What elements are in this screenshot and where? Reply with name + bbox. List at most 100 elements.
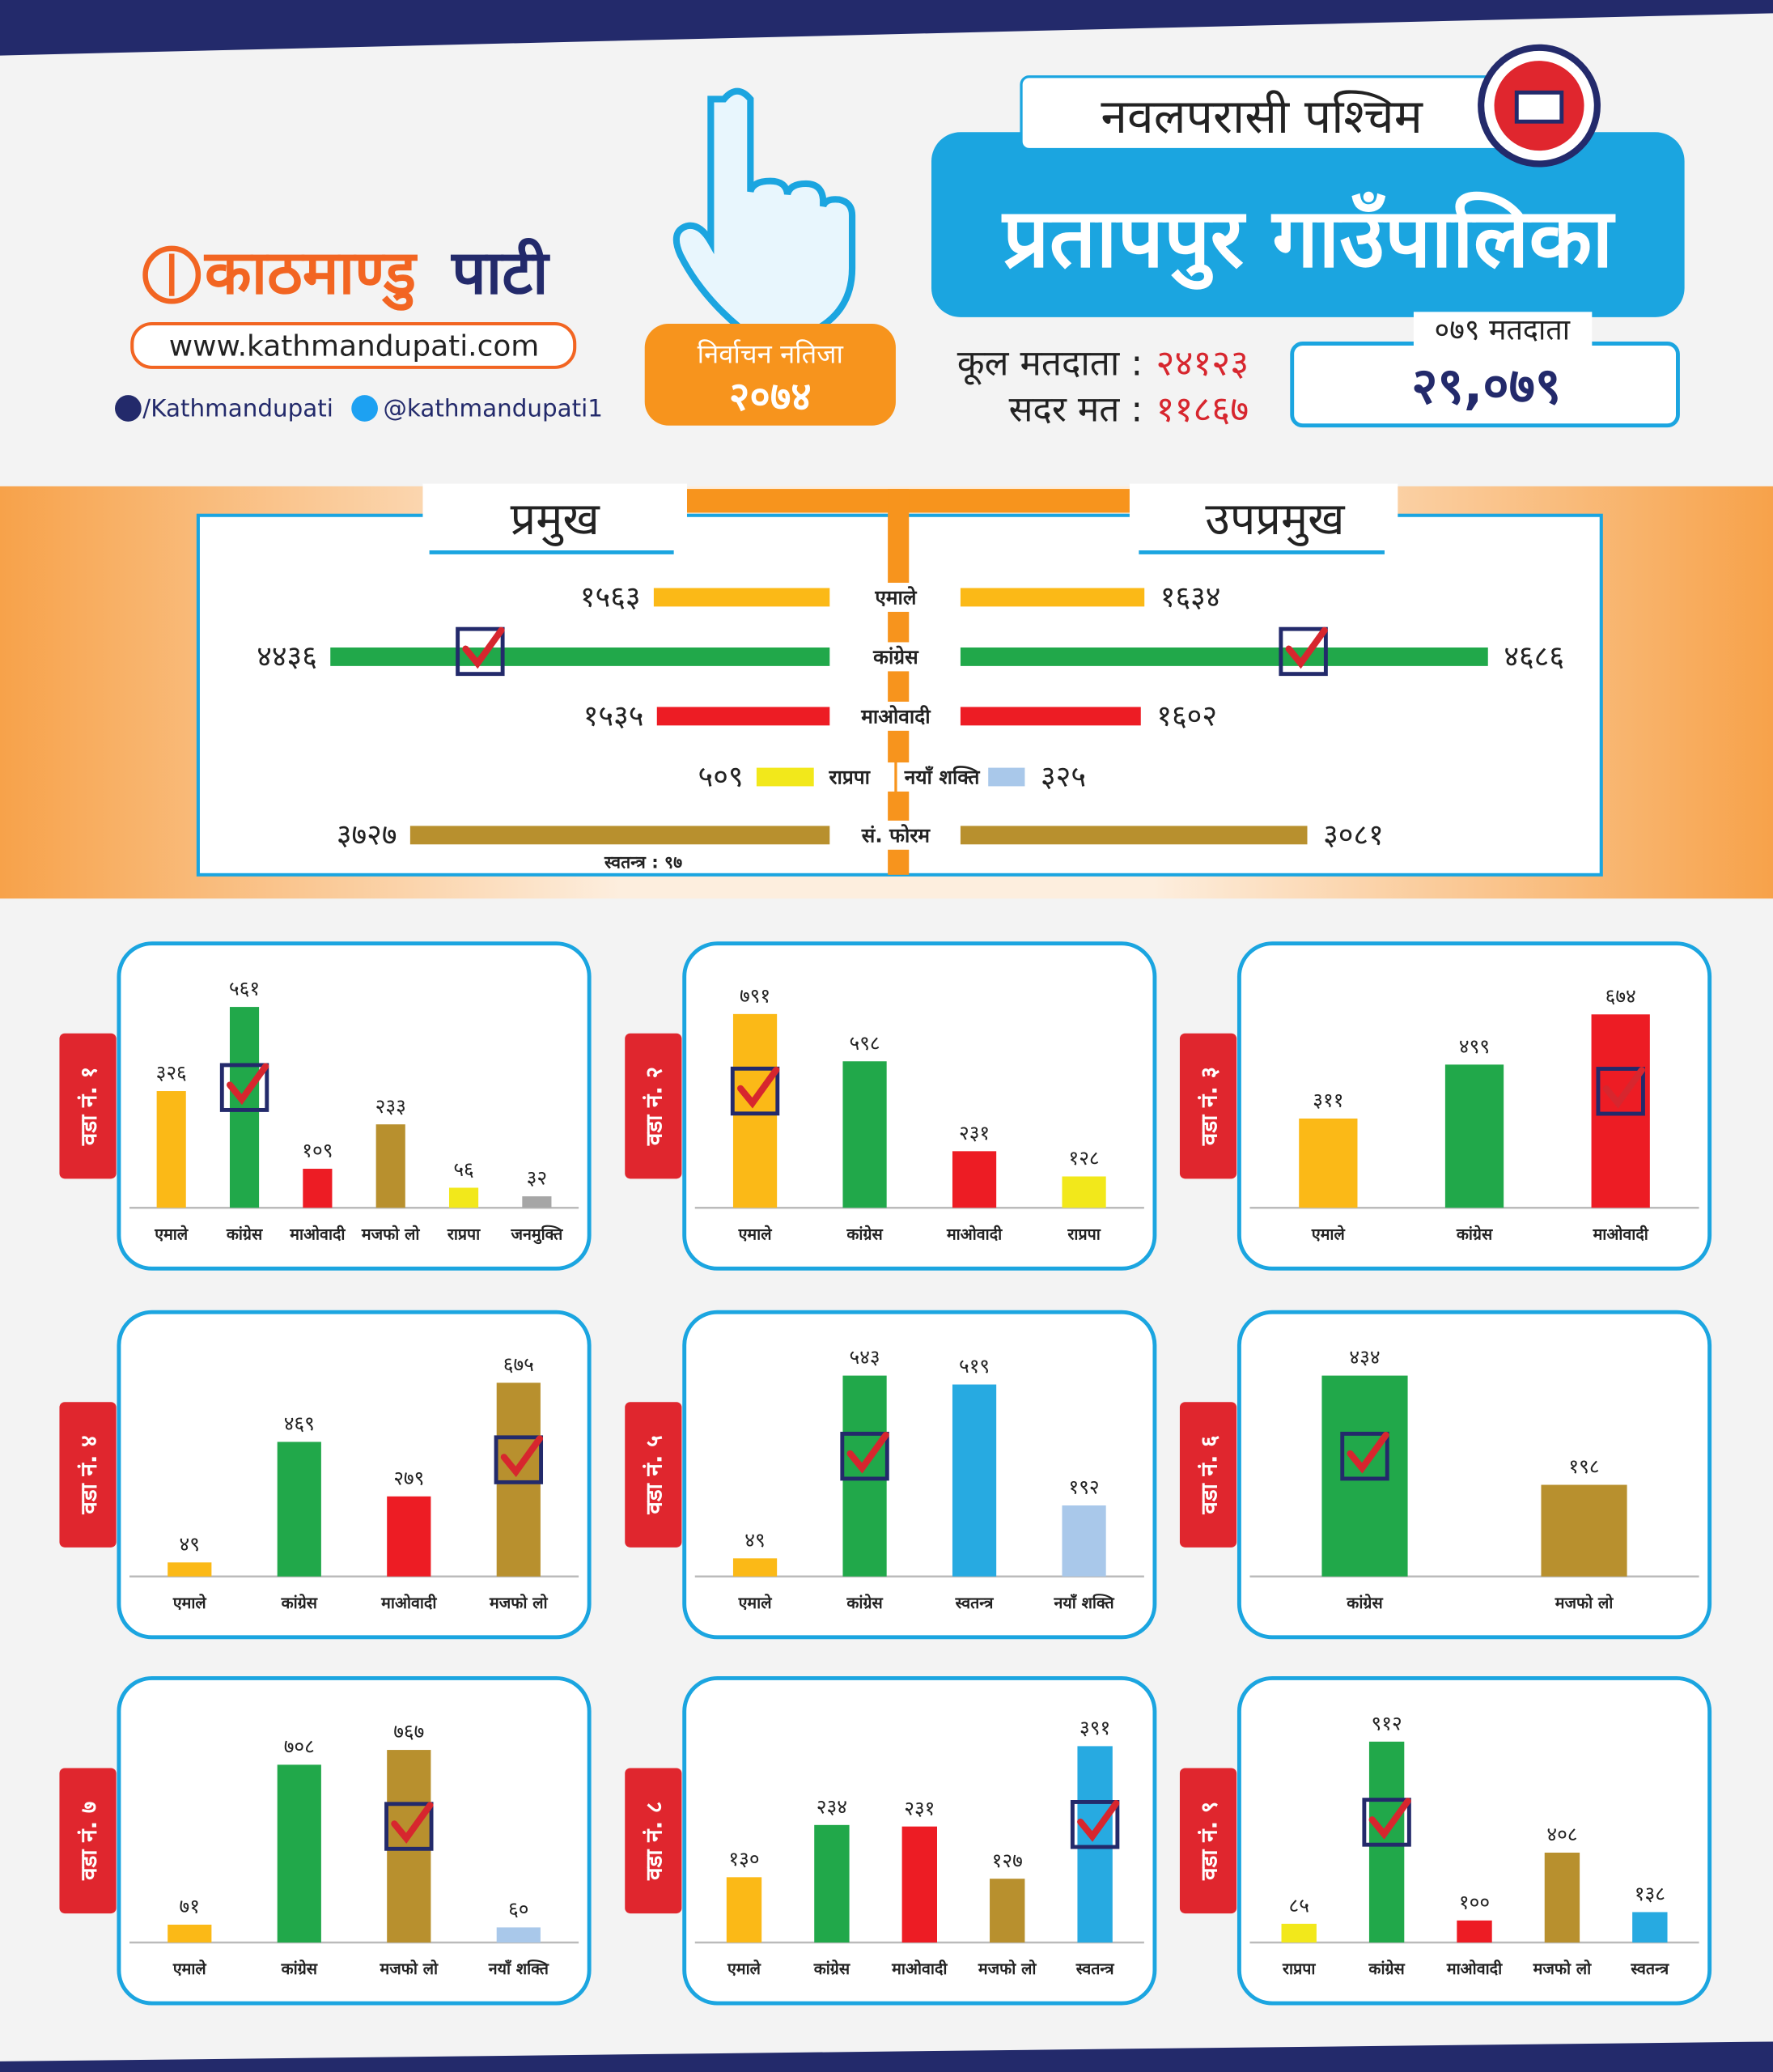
ward-card	[682, 941, 1157, 1271]
value-label: ४९९	[1459, 1034, 1490, 1058]
winner-box	[1340, 1431, 1389, 1481]
ward-title: वडा नं. ५	[641, 1435, 668, 1514]
value-label: ८५	[1288, 1894, 1309, 1917]
bar	[842, 1375, 887, 1577]
ward-tab	[1179, 1033, 1237, 1179]
winner-box	[1070, 1800, 1120, 1849]
ward-title: वडा नं. ७	[75, 1802, 102, 1881]
bar	[1632, 1912, 1668, 1942]
bar	[990, 1879, 1025, 1942]
municipality: प्रतापपुर गाउँपालिका	[1001, 190, 1616, 290]
bar	[1457, 1920, 1492, 1942]
category-label: माओवादी	[946, 1225, 1003, 1243]
ward-title: वडा नं. २	[641, 1067, 668, 1146]
category-label: राप्रपा	[1282, 1959, 1316, 1978]
bar	[952, 1151, 997, 1208]
bar	[387, 1750, 431, 1942]
winner-check	[1368, 1798, 1411, 1840]
value-label: १२७	[992, 1849, 1023, 1872]
category-label: कांग्रेस	[846, 1225, 883, 1243]
winner-check	[462, 626, 505, 669]
bar	[330, 648, 830, 666]
t-bar	[686, 489, 1137, 513]
bar	[1281, 1923, 1317, 1942]
category-label-bg	[848, 820, 944, 850]
category-label: एमाले	[154, 1225, 189, 1243]
category-label: कांग्रेस	[281, 1594, 318, 1612]
value-label: ४९	[180, 1532, 200, 1556]
value-label: ४३४	[1349, 1345, 1380, 1369]
bar	[1368, 1741, 1405, 1942]
bar	[656, 707, 830, 726]
category-label-bg	[848, 583, 944, 612]
finger-icon	[672, 87, 856, 358]
bar	[1299, 1118, 1358, 1208]
ward-tab	[625, 1033, 682, 1179]
logo-part1: काठमाण्डु	[203, 236, 418, 311]
category-label: माओवादी	[1446, 1959, 1503, 1978]
winner-check	[737, 1066, 780, 1109]
ward-tab	[1179, 1402, 1237, 1548]
value-label: ७०८	[284, 1734, 315, 1758]
website-box	[130, 321, 577, 369]
ward-card	[117, 1310, 592, 1640]
value-label: २३४	[817, 1794, 847, 1818]
category-label: माओवादी	[860, 704, 931, 728]
ward-card	[117, 941, 592, 1271]
deputy-title: उपप्रमुख	[1205, 493, 1346, 546]
facebook[interactable]: /Kathmandupati	[142, 394, 333, 422]
category-label: कांग्रेस	[281, 1959, 318, 1978]
ward-card	[682, 1310, 1157, 1640]
winner-check	[846, 1431, 889, 1474]
badge	[644, 324, 896, 426]
category-label: मजफो लो	[978, 1959, 1037, 1978]
bar	[814, 1824, 850, 1942]
value-label: १९२	[1068, 1475, 1099, 1499]
bar	[1077, 1746, 1113, 1942]
municipality-box	[931, 132, 1685, 317]
value-label: २३३	[375, 1094, 406, 1118]
category-label: राप्रपा	[829, 766, 872, 789]
value-label: १५६३	[580, 580, 641, 614]
bar	[732, 1558, 778, 1577]
category-label: मजफो लो	[1555, 1594, 1614, 1612]
ballot-box	[1514, 90, 1564, 124]
deputy-tab	[1129, 483, 1398, 555]
category-label-bg	[804, 762, 895, 792]
category-label: कांग्रेस	[872, 645, 919, 669]
category-label: माओवादी	[891, 1959, 948, 1978]
category-label: कांग्रेस	[1346, 1594, 1383, 1612]
value-label: १९८	[1568, 1454, 1599, 1478]
value-label: २७९	[393, 1466, 424, 1489]
bar	[1591, 1014, 1650, 1208]
value-label: ६७५	[503, 1352, 534, 1376]
ward-card	[1236, 1676, 1712, 2006]
category-label: माओवादी	[380, 1594, 437, 1612]
bar	[277, 1441, 321, 1577]
bar	[756, 767, 814, 787]
category-label: एमाले	[172, 1594, 207, 1612]
bar	[277, 1764, 321, 1942]
bar	[1062, 1176, 1106, 1208]
bar	[1541, 1484, 1627, 1577]
value-label: १०९	[302, 1139, 333, 1162]
bar	[960, 707, 1141, 726]
bar	[303, 1169, 333, 1208]
bar	[168, 1924, 212, 1942]
ward-card	[1236, 1310, 1712, 1640]
district: नवलपरासी पश्चिम	[1101, 88, 1423, 144]
ward-tab	[1179, 1768, 1237, 1914]
category-label: मजफो लो	[380, 1959, 439, 1978]
category-label-bg	[897, 762, 987, 792]
category-label: स्वतन्त्र	[1630, 1959, 1669, 1978]
bottom-stripe	[0, 2041, 1773, 2072]
value-label: ७१	[180, 1895, 200, 1918]
bar	[496, 1927, 541, 1942]
bar	[375, 1124, 405, 1208]
twitter[interactable]: @kathmandupati1	[383, 394, 603, 422]
ward-tab	[59, 1768, 117, 1914]
bar	[988, 767, 1025, 787]
value-label: ३९१	[1079, 1716, 1110, 1739]
total-voters-label: कूल मतदाता :	[957, 342, 1143, 385]
valid-votes: ११८६७	[1156, 389, 1249, 431]
